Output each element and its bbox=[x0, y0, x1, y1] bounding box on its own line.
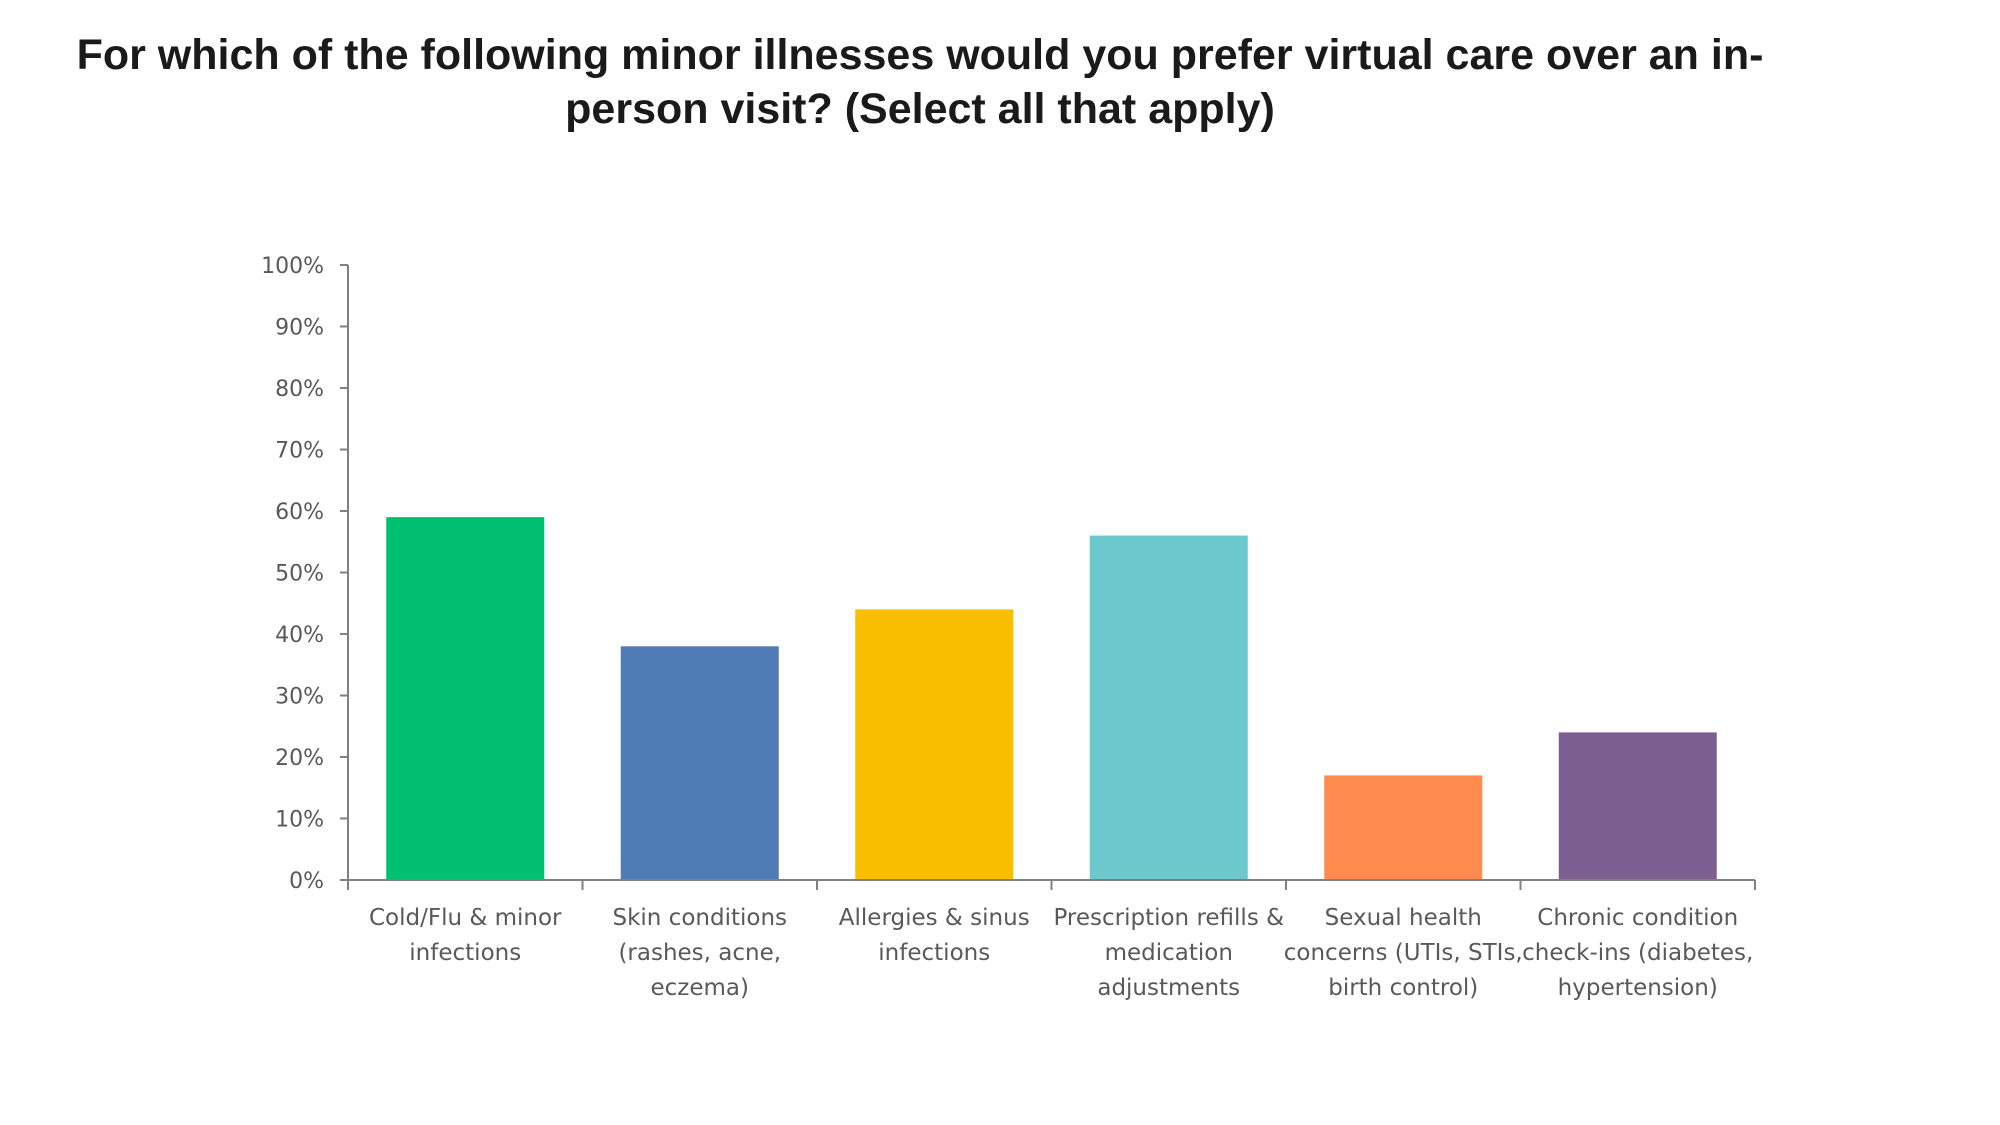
x-category-label-line: Chronic condition bbox=[1537, 905, 1738, 931]
x-category-label-1: Cold/Flu & minor infections bbox=[369, 905, 562, 966]
bar-1 bbox=[386, 517, 545, 880]
x-axis-categories: Cold/Flu & minor infections Skin condition… bbox=[369, 905, 1753, 1001]
y-tick-label: 20% bbox=[275, 746, 324, 771]
y-tick-label: 10% bbox=[275, 808, 324, 833]
x-category-label-line: Allergies & sinus bbox=[839, 905, 1030, 931]
bar-3 bbox=[855, 609, 1014, 880]
y-axis-ticks: 0% 10% 20% 30% 40% 50% 60% 70% 80% 90% 100% bbox=[261, 254, 348, 894]
bar-5 bbox=[1324, 775, 1483, 880]
y-tick-label: 60% bbox=[275, 500, 324, 525]
bar-6 bbox=[1558, 732, 1717, 880]
x-category-label-line: check-ins (diabetes, bbox=[1522, 940, 1753, 966]
bars-layer bbox=[386, 517, 1717, 880]
bar-4 bbox=[1089, 535, 1248, 880]
y-tick-label: 70% bbox=[275, 439, 324, 464]
x-category-label-2: Skin conditions (rashes, acne, eczema) bbox=[612, 905, 787, 1001]
bar-2 bbox=[620, 646, 779, 880]
axes-layer bbox=[347, 265, 1756, 890]
y-tick-label: 50% bbox=[275, 562, 324, 587]
x-category-label-line: Cold/Flu & minor bbox=[369, 905, 562, 931]
y-tick-label: 30% bbox=[275, 685, 324, 710]
x-category-label-3: Allergies & sinus infections bbox=[839, 905, 1030, 966]
y-tick-label: 90% bbox=[275, 316, 324, 341]
x-category-label-line: infections bbox=[409, 940, 521, 966]
x-category-label-line: medication bbox=[1105, 940, 1233, 966]
x-category-label-line: (rashes, acne, bbox=[618, 940, 781, 966]
x-category-label-line: adjustments bbox=[1097, 975, 1240, 1001]
y-tick-label: 100% bbox=[261, 254, 324, 279]
x-category-label-line: infections bbox=[878, 940, 990, 966]
y-tick-label: 80% bbox=[275, 377, 324, 402]
x-category-label-line: Skin conditions bbox=[612, 905, 787, 931]
x-category-label-6: Chronic condition check-ins (diabetes, hyp… bbox=[1522, 905, 1753, 1001]
x-category-label-line: concerns (UTIs, STIs, bbox=[1284, 940, 1523, 966]
x-category-label-line: Sexual health bbox=[1325, 905, 1482, 931]
x-category-label-4: Prescription refills & medication adjustme… bbox=[1053, 905, 1284, 1001]
x-category-label-line: birth control) bbox=[1328, 975, 1478, 1001]
chart-title-line-2: person visit? (Select all that apply) bbox=[565, 85, 1275, 133]
x-category-label-line: eczema) bbox=[651, 975, 750, 1001]
y-tick-label: 0% bbox=[289, 869, 324, 894]
y-tick-label: 40% bbox=[275, 623, 324, 648]
x-category-label-line: hypertension) bbox=[1558, 975, 1718, 1001]
chart-title: For which of the following minor illness… bbox=[0, 28, 1840, 136]
x-category-label-line: Prescription refills & bbox=[1053, 905, 1284, 931]
x-category-label-5: Sexual health concerns (UTIs, STIs, birth … bbox=[1284, 905, 1523, 1001]
chart-title-line-1: For which of the following minor illness… bbox=[76, 31, 1764, 79]
